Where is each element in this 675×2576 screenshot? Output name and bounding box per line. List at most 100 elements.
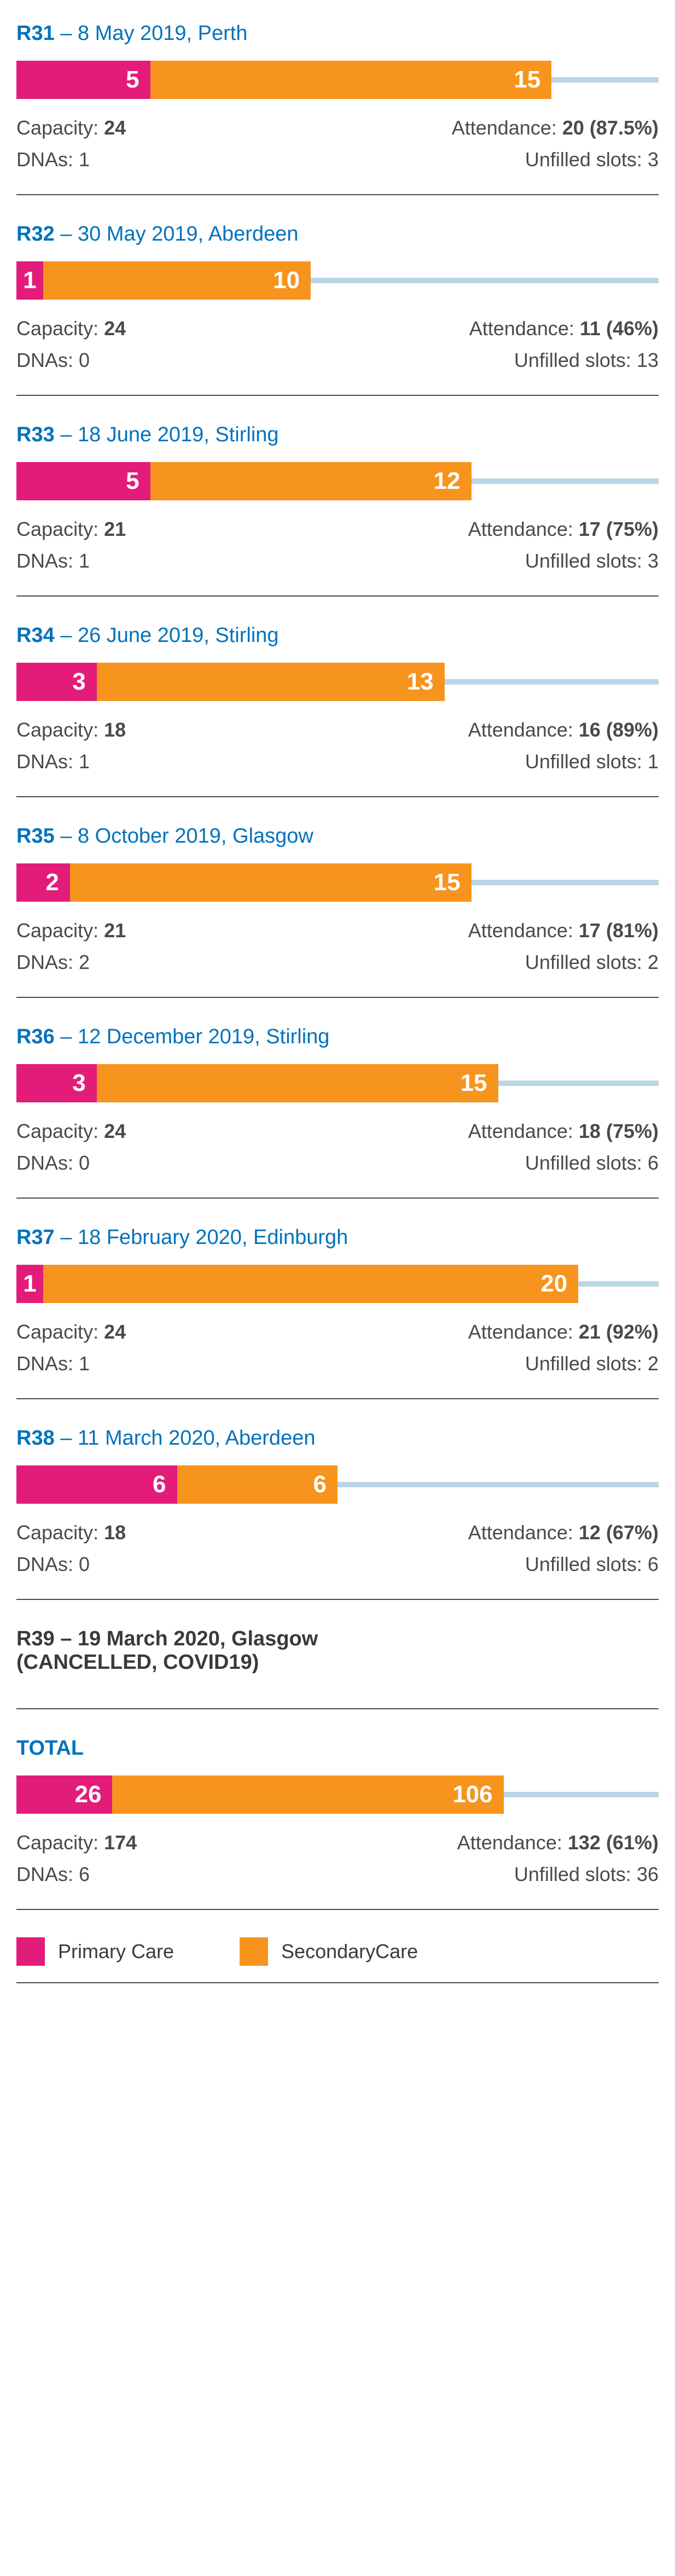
unfilled-value: 6 <box>648 1152 659 1174</box>
event-header: R37 – 18 February 2020, Edinburgh <box>16 1226 659 1249</box>
bar-secondary: 15 <box>97 1064 498 1102</box>
legend-primary-label: Primary Care <box>58 1940 174 1963</box>
attendance-label: Attendance: <box>468 1321 573 1343</box>
bar-primary-value: 2 <box>45 869 59 896</box>
event-stats: Capacity: 24Attendance: 11 (46%)DNAs: 0U… <box>16 313 659 396</box>
dnas-label: DNAs: <box>16 148 73 171</box>
event-header: R31 – 8 May 2019, Perth <box>16 22 659 45</box>
stat-attendance: Attendance: 17 (75%) <box>312 513 659 545</box>
capacity-label: Capacity: <box>16 719 98 741</box>
stat-dnas: DNAs: 2 <box>16 947 312 978</box>
bar-secondary: 15 <box>150 61 552 99</box>
unfilled-value: 13 <box>637 349 659 371</box>
capacity-label: Capacity: <box>16 1831 98 1854</box>
stat-dnas: DNAs: 1 <box>16 1348 312 1380</box>
bar-primary: 5 <box>16 61 150 99</box>
bar-primary-value: 1 <box>23 267 36 294</box>
bar-secondary-value: 15 <box>461 1070 487 1097</box>
capacity-label: Capacity: <box>16 518 98 540</box>
event-stats: Capacity: 21 Attendance: 17 (75%) DNAs: 1 U… <box>16 513 659 597</box>
dnas-value: 0 <box>79 1152 90 1174</box>
bar-secondary-value: 20 <box>540 1270 567 1298</box>
bar-primary: 5 <box>16 462 150 500</box>
legend: Primary Care SecondaryCare <box>16 1937 659 1983</box>
event-bar: 66 <box>16 1465 659 1504</box>
stat-dnas: DNAs: 1 <box>16 746 312 778</box>
event-separator: – <box>55 22 78 45</box>
cancelled-event: R39 – 19 March 2020, Glasgow (CANCELLED,… <box>16 1627 659 1709</box>
stat-unfilled: Unfilled slots: 13 <box>312 344 659 376</box>
bar-secondary: 6 <box>177 1465 338 1504</box>
bar-primary-value: 5 <box>126 468 139 495</box>
events-list: R31 – 8 May 2019, Perth515Capacity: 24At… <box>16 22 659 1600</box>
dnas-value: 1 <box>79 550 90 572</box>
capacity-value: 24 <box>104 317 126 340</box>
event-code: R31 <box>16 22 55 45</box>
capacity-value: 21 <box>104 518 126 540</box>
capacity-value: 24 <box>104 1120 126 1142</box>
total-capacity: Capacity: 174 <box>16 1827 312 1859</box>
bar-secondary-value: 15 <box>434 869 461 896</box>
event-separator: – <box>55 624 78 647</box>
stat-capacity: Capacity: 18 <box>16 714 312 746</box>
bar-remainder <box>311 278 659 283</box>
total-bar-primary: 26 <box>16 1775 112 1814</box>
event-header: R38 – 11 March 2020, Aberdeen <box>16 1427 659 1450</box>
event-code: R38 <box>16 1427 55 1450</box>
bar-primary-value: 3 <box>72 668 85 696</box>
event-code: R39 <box>16 1627 55 1650</box>
bar-primary-value: 6 <box>153 1471 166 1498</box>
total-bar-remainder <box>504 1792 659 1797</box>
event-block: R35 – 8 October 2019, Glasgow 2 15 Capacity… <box>16 825 659 998</box>
event-separator: – <box>60 1627 78 1650</box>
dnas-label: DNAs: <box>16 550 73 572</box>
event-bar: 5 15 <box>16 61 659 99</box>
total-attendance: Attendance: 132 (61%) <box>312 1827 659 1859</box>
event-header: R32 – 30 May 2019, Aberdeen <box>16 223 659 246</box>
total-stats: Capacity: 174 Attendance: 132 (61%) DNAs… <box>16 1827 659 1910</box>
bar-remainder <box>551 77 659 83</box>
event-date-location: 11 March 2020, Aberdeen <box>78 1427 316 1450</box>
total-dnas-value: 6 <box>79 1863 90 1885</box>
event-header: R35 – 8 October 2019, Glasgow <box>16 825 659 848</box>
event-header: R34 – 26 June 2019, Stirling <box>16 624 659 647</box>
bar-primary-value: 3 <box>72 1070 85 1097</box>
bar-secondary: 15 <box>70 863 472 902</box>
event-date-location: 18 June 2019, Stirling <box>78 423 279 446</box>
stat-dnas: DNAs: 1 <box>16 144 312 176</box>
attendance-value: 11 (46%) <box>580 317 659 340</box>
bar-primary: 6 <box>16 1465 177 1504</box>
stat-capacity: Capacity: 24 <box>16 313 312 344</box>
total-dnas: DNAs: 6 <box>16 1859 312 1890</box>
unfilled-label: Unfilled slots: <box>514 1863 631 1885</box>
unfilled-label: Unfilled slots: <box>525 148 642 171</box>
stat-capacity: Capacity: 21 <box>16 915 312 947</box>
capacity-value: 18 <box>104 1521 126 1544</box>
capacity-value: 24 <box>104 1321 126 1343</box>
attendance-label: Attendance: <box>468 919 573 942</box>
attendance-value: 17 (75%) <box>579 518 659 540</box>
stat-unfilled: Unfilled slots: 1 <box>312 746 659 778</box>
dnas-label: DNAs: <box>16 1863 73 1885</box>
bar-secondary: 20 <box>43 1265 578 1303</box>
dnas-value: 1 <box>79 750 90 773</box>
total-bar: 26 106 <box>16 1775 659 1814</box>
event-bar: 1 10 <box>16 261 659 300</box>
capacity-label: Capacity: <box>16 116 98 139</box>
total-primary-value: 26 <box>74 1781 101 1808</box>
legend-secondary: SecondaryCare <box>240 1937 418 1966</box>
event-date-location: 19 March 2020, Glasgow <box>78 1627 318 1650</box>
event-separator: – <box>55 1427 78 1450</box>
capacity-label: Capacity: <box>16 317 98 340</box>
stat-unfilled: Unfilled slots: 6 <box>312 1549 659 1580</box>
event-code: R37 <box>16 1226 55 1249</box>
event-code: R35 <box>16 825 55 848</box>
unfilled-value: 3 <box>648 550 659 572</box>
bar-secondary: 10 <box>43 261 311 300</box>
bar-secondary-value: 12 <box>434 468 461 495</box>
bar-secondary-value: 15 <box>514 66 540 94</box>
stat-unfilled: Unfilled slots: 3 <box>312 545 659 577</box>
dnas-value: 0 <box>79 349 90 371</box>
event-bar: 5 12 <box>16 462 659 500</box>
event-separator: – <box>55 1226 78 1249</box>
